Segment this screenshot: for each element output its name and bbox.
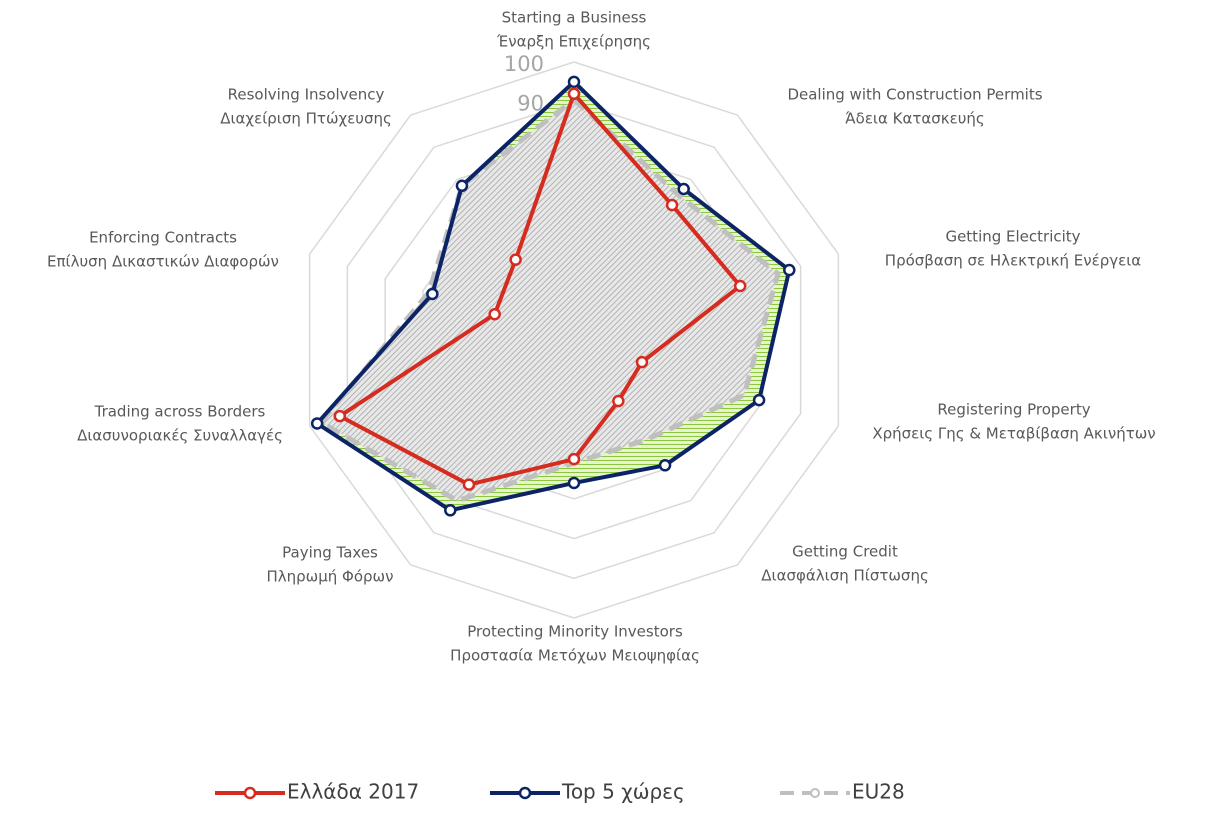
point [658, 459, 672, 472]
point [444, 504, 457, 517]
grid-ring [346, 100, 802, 580]
point [567, 87, 581, 101]
point [733, 279, 747, 293]
point [612, 394, 625, 408]
category-label: Dealing with Construction Permits [787, 86, 1042, 104]
category-label: Πληρωμή Φόρων [266, 568, 393, 586]
point [677, 182, 690, 196]
point [635, 355, 649, 369]
r-tick-label: 100 [504, 52, 544, 76]
point [509, 253, 522, 266]
category-label: Paying Taxes [282, 544, 378, 562]
point [783, 263, 796, 277]
category-label: Άδεια Κατασκευής [845, 110, 985, 128]
category-label: Starting a Business [502, 9, 647, 27]
category-label: Πρόσβαση σε Ηλεκτρική Ενέργεια [885, 252, 1142, 270]
category-label: Registering Property [937, 401, 1090, 419]
category-label: Resolving Insolvency [228, 86, 385, 104]
legend-marker [810, 788, 820, 798]
point [488, 307, 501, 321]
point [333, 409, 347, 423]
point [567, 75, 581, 89]
point [455, 179, 469, 193]
category-label: Διασυνοριακές Συναλλαγές [77, 427, 283, 445]
legend-label: Top 5 χώρες [561, 780, 685, 804]
point [567, 452, 581, 466]
legend-label: EU28 [852, 780, 905, 804]
category-label: Getting Electricity [945, 228, 1080, 246]
point [462, 478, 476, 491]
category-label: Getting Credit [792, 543, 898, 561]
category-label: Χρήσεις Γης & Μεταβίβαση Ακινήτων [872, 425, 1155, 443]
point [310, 417, 324, 430]
category-label: Enforcing Contracts [89, 229, 237, 247]
category-label: Διασφάλιση Πίστωσης [761, 567, 929, 585]
grid-ring [308, 61, 840, 619]
point [567, 476, 581, 490]
category-label: Trading across Borders [94, 403, 266, 421]
point [426, 287, 439, 301]
legend-marker [518, 786, 532, 800]
category-label: Protecting Minority Investors [467, 623, 683, 641]
point [752, 393, 766, 407]
category-label: Έναρξη Επιχείρησης [496, 33, 651, 51]
category-label: Επίλυση Δικαστικών Διαφορών [47, 253, 279, 271]
category-label: Διαχείριση Πτώχευσης [220, 110, 392, 128]
category-label: Προστασία Μετόχων Μειοψηφίας [450, 647, 700, 665]
legend-marker [243, 786, 257, 800]
point [665, 198, 679, 212]
legend-label: Ελλάδα 2017 [287, 780, 419, 804]
series-area [320, 99, 778, 501]
